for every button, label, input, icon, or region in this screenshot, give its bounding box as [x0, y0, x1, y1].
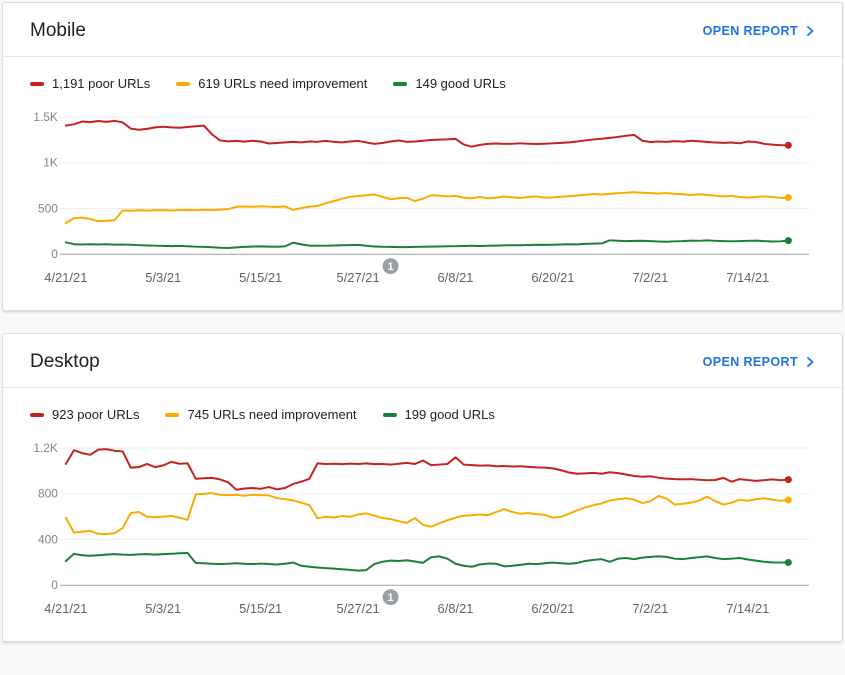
annotation-marker[interactable]: 1 — [382, 589, 399, 606]
mobile-card-header: Mobile OPEN REPORT — [3, 3, 842, 57]
desktop-chart: 0 400 800 1.2K 4/21/21 5/3/21 5/15/21 5/27/21 6/… — [33, 441, 810, 616]
svg-text:5/3/21: 5/3/21 — [145, 601, 181, 616]
svg-text:0: 0 — [51, 247, 58, 261]
legend-item-poor: 1,191 poor URLs — [30, 76, 150, 91]
svg-text:1K: 1K — [43, 156, 58, 170]
legend-dash-icon — [393, 81, 408, 86]
chevron-right-icon — [807, 357, 814, 367]
legend-dash-icon — [382, 412, 397, 417]
svg-text:1: 1 — [388, 592, 394, 604]
open-report-label: OPEN REPORT — [702, 355, 798, 370]
legend-label: 149 good URLs — [415, 76, 506, 91]
svg-text:1: 1 — [388, 261, 394, 273]
mobile-chart: 0 500 1K 1.5K 4/21/21 5/3/21 5/15/21 5/27/21 6/8… — [33, 110, 810, 285]
svg-text:7/2/21: 7/2/21 — [632, 601, 668, 616]
legend-item-good: 149 good URLs — [393, 76, 506, 91]
svg-text:0: 0 — [51, 578, 58, 592]
open-report-link[interactable]: OPEN REPORT — [703, 355, 815, 369]
legend-dash-icon — [165, 412, 180, 417]
svg-text:4/21/21: 4/21/21 — [44, 601, 87, 616]
legend-label: 619 URLs need improvement — [198, 76, 368, 91]
svg-text:400: 400 — [38, 532, 58, 546]
svg-text:6/8/21: 6/8/21 — [438, 601, 474, 616]
svg-text:1.5K: 1.5K — [33, 110, 58, 124]
svg-text:7/2/21: 7/2/21 — [632, 270, 668, 285]
svg-text:5/15/21: 5/15/21 — [239, 601, 282, 616]
svg-text:6/8/21: 6/8/21 — [438, 270, 474, 285]
legend-item-poor: 923 poor URLs — [30, 407, 139, 422]
desktop-card: Desktop OPEN REPORT 923 poor URLs 745 UR… — [2, 333, 843, 643]
svg-text:6/20/21: 6/20/21 — [531, 270, 574, 285]
legend-item-needs-improvement: 745 URLs need improvement — [165, 407, 357, 423]
page-title: Mobile — [30, 20, 86, 41]
svg-text:5/15/21: 5/15/21 — [239, 270, 282, 285]
svg-text:5/27/21: 5/27/21 — [337, 270, 380, 285]
svg-text:4/21/21: 4/21/21 — [44, 270, 87, 285]
desktop-card-header: Desktop OPEN REPORT — [3, 334, 842, 389]
svg-text:500: 500 — [38, 201, 58, 215]
svg-text:5/3/21: 5/3/21 — [145, 270, 181, 285]
legend-dash-icon — [30, 412, 44, 417]
legend-item-needs-improvement: 619 URLs need improvement — [176, 76, 367, 91]
desktop-card-body: 923 poor URLs 745 URLs need improvement … — [3, 388, 842, 641]
svg-text:800: 800 — [38, 487, 58, 501]
legend-label: 745 URLs need improvement — [187, 407, 357, 423]
svg-text:5/27/21: 5/27/21 — [337, 601, 380, 616]
legend-item-good: 199 good URLs — [382, 407, 495, 423]
annotation-marker[interactable]: 1 — [382, 258, 399, 275]
svg-text:7/14/21: 7/14/21 — [726, 601, 769, 616]
svg-text:1.2K: 1.2K — [33, 441, 58, 455]
mobile-card-body: 1,191 poor URLs 619 URLs need improvemen… — [3, 57, 842, 310]
page-title: Desktop — [30, 351, 100, 373]
open-report-label: OPEN REPORT — [702, 24, 798, 38]
legend-dash-icon — [176, 81, 191, 86]
chevron-right-icon — [807, 26, 814, 36]
legend: 923 poor URLs 745 URLs need improvement … — [30, 388, 815, 422]
legend: 1,191 poor URLs 619 URLs need improvemen… — [30, 57, 815, 91]
open-report-link[interactable]: OPEN REPORT — [703, 24, 815, 38]
mobile-card: Mobile OPEN REPORT 1,191 poor URLs 619 U… — [2, 2, 843, 312]
legend-dash-icon — [30, 81, 44, 86]
legend-label: 199 good URLs — [404, 407, 495, 423]
svg-text:6/20/21: 6/20/21 — [531, 601, 574, 616]
legend-label: 923 poor URLs — [52, 407, 140, 423]
legend-label: 1,191 poor URLs — [52, 76, 151, 91]
svg-text:7/14/21: 7/14/21 — [726, 270, 769, 285]
